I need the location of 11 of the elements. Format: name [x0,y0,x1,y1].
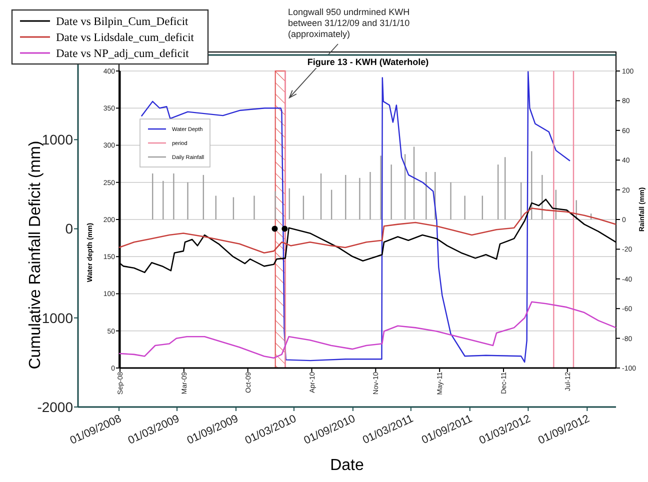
y-tick-label: 0 [65,220,74,237]
legend-label: Date vs Bilpin_Cum_Deficit [56,16,190,28]
line-series [118,301,617,359]
x-axis-title: Date [330,457,364,474]
line-series [118,208,617,254]
legend-label: Date vs NP_adj_cum_deficit [56,48,190,60]
annotation: Longwall 950 undrmined KWH between 31/12/09 and 31/1/10 (approximately) [288,7,410,39]
y-tick-label: -2000 [37,398,74,415]
line-series [140,71,571,363]
chart-title: Figure 13 - KWH (Waterhole) [307,57,429,67]
legend-label: Date vs Lidsdale_cum_deficit [56,32,195,44]
